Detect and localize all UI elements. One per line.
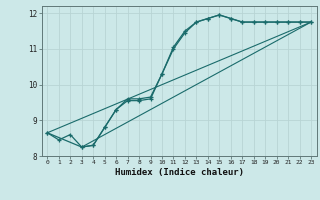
X-axis label: Humidex (Indice chaleur): Humidex (Indice chaleur)	[115, 168, 244, 177]
